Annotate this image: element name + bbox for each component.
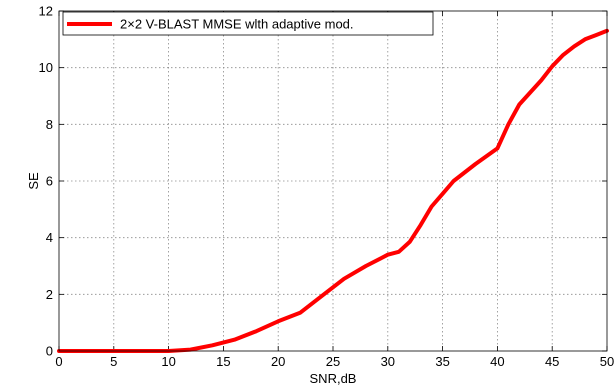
plot-frame [58,10,608,352]
x-tick-label: 40 [490,354,504,369]
legend-label: 2×2 V-BLAST MMSE wlth adaptive mod. [120,17,354,32]
x-tick-label: 15 [216,354,230,369]
y-tick-labels: 0 2 4 6 8 10 12 [39,4,53,359]
y-tick-label: 0 [46,344,53,359]
legend-box [62,11,434,36]
x-tick-label: 25 [326,354,340,369]
x-tick-label: 35 [435,354,449,369]
x-tick-labels: 0 5 10 15 20 25 30 35 40 45 50 [55,354,614,369]
y-tick-label: 4 [46,230,53,245]
y-axis-label: SE [26,172,41,190]
series-group [57,28,609,353]
x-tick-label: 5 [110,354,117,369]
x-tick-label: 45 [545,354,559,369]
x-tick-label: 30 [381,354,395,369]
x-axis-label: SNR,dB [310,371,357,386]
x-tick-label: 50 [600,354,614,369]
grid [59,11,607,351]
x-tick-label: 20 [271,354,285,369]
legend: 2×2 V-BLAST MMSE wlth adaptive mod. [62,11,434,36]
x-tick-label: 0 [55,354,62,369]
y-tick-label: 10 [39,60,53,75]
series-line [57,28,609,353]
y-tick-label: 12 [39,4,53,19]
x-tick-label: 10 [161,354,175,369]
y-tick-label: 2 [46,287,53,302]
y-tick-label: 6 [46,174,53,189]
y-tick-label: 8 [46,117,53,132]
